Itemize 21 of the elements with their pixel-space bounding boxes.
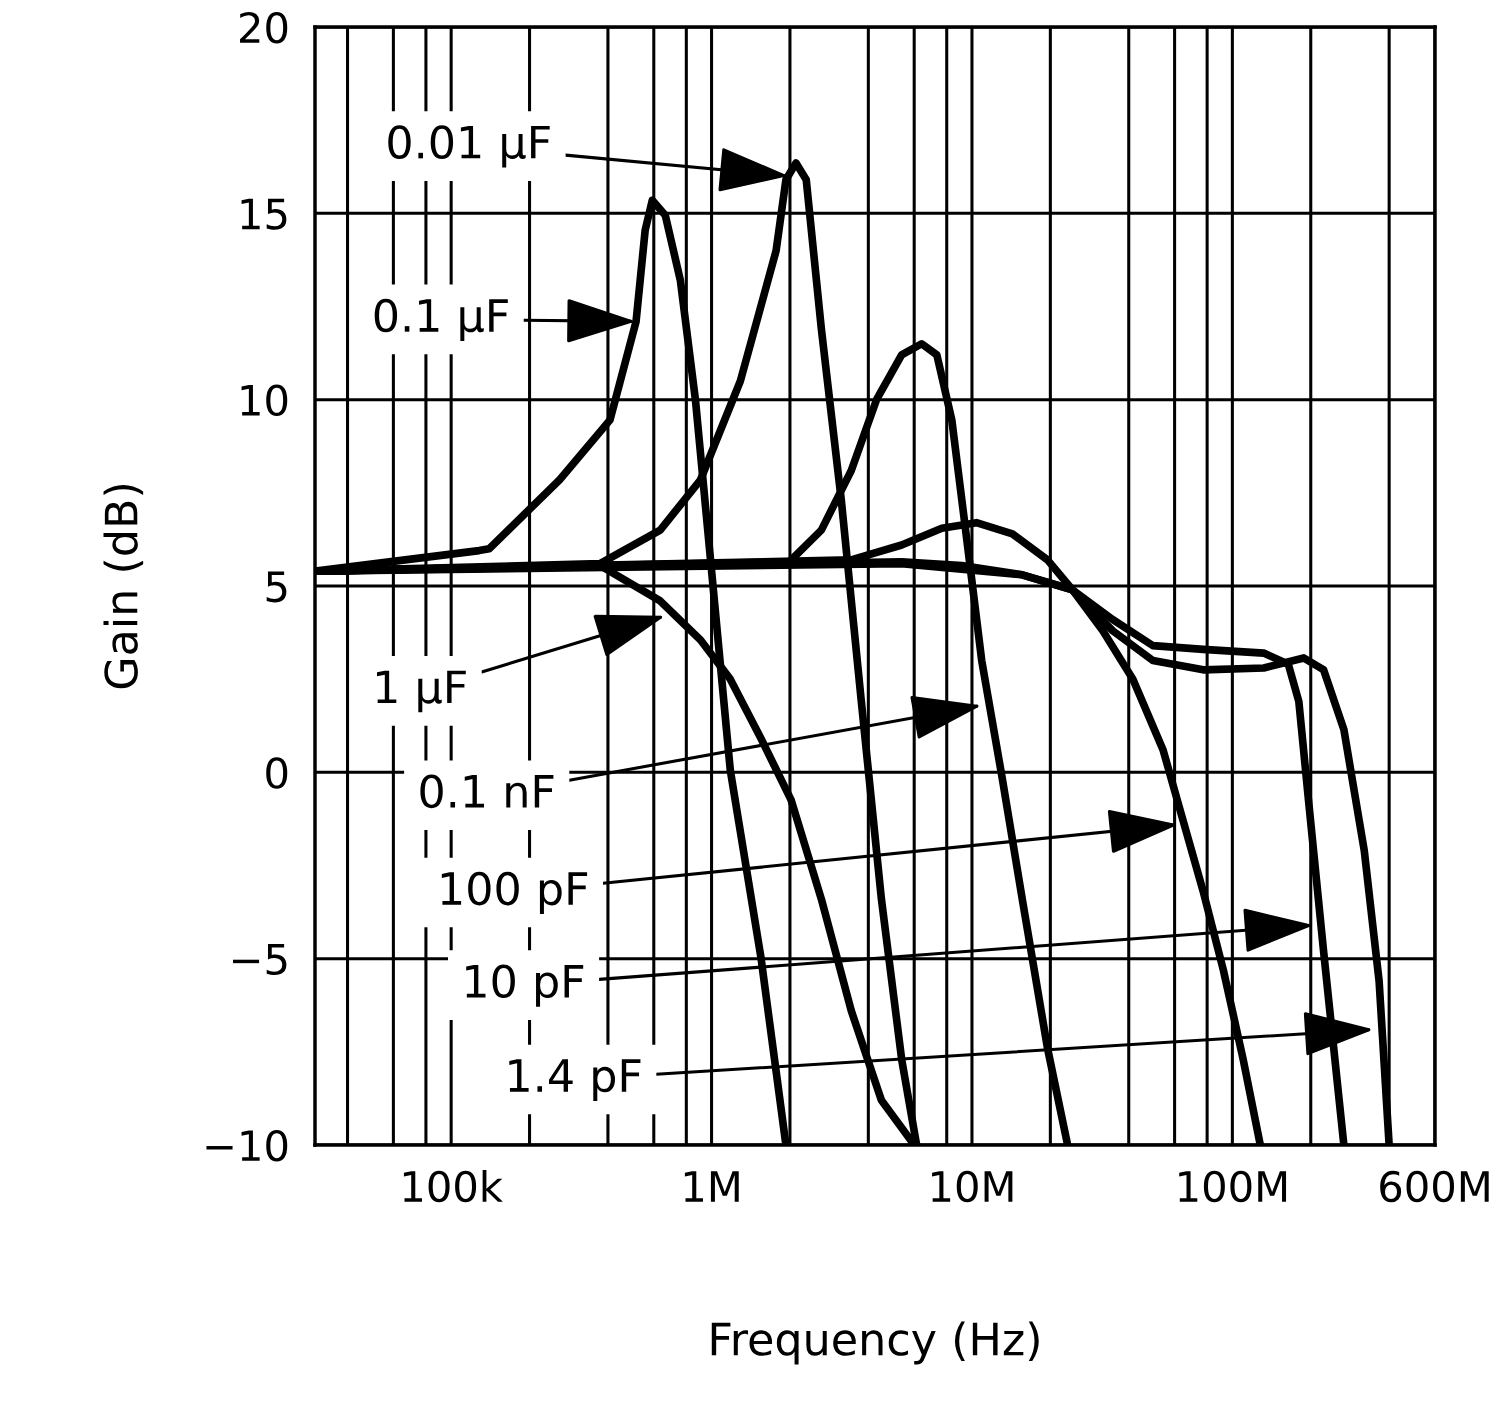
x-axis-title: Frequency (Hz) [711, 1321, 1039, 1365]
y-tick-label: 15 [241, 198, 287, 230]
x-tick-label: 100M [1179, 1170, 1287, 1203]
x-tick-label: 100k [403, 1170, 503, 1203]
y-tick-label: 5 [266, 571, 287, 603]
annotation: 100 pF [441, 871, 588, 915]
x-tick-label: 600M [1380, 1170, 1489, 1203]
y-tick-label: 20 [240, 11, 288, 44]
y-tick-label: 10 [241, 384, 288, 417]
annotation: 1.4 pF [509, 1059, 641, 1101]
y-tick-label: 0 [266, 757, 288, 789]
annotation: 10 pF [466, 964, 584, 1007]
y-tick-label: −5 [232, 944, 287, 976]
annotation: 0.1 µF [374, 298, 508, 341]
x-tick-label: 10M [932, 1170, 1013, 1203]
y-axis-title: Gain (dB) [103, 484, 144, 689]
y-tick-label: −10 [206, 1129, 288, 1162]
x-tick-label: 1M [684, 1171, 739, 1202]
annotation: 1 µF [377, 670, 466, 713]
annotation: 0.1 nF [420, 774, 554, 809]
annotation: 0.01 µF [388, 125, 550, 168]
